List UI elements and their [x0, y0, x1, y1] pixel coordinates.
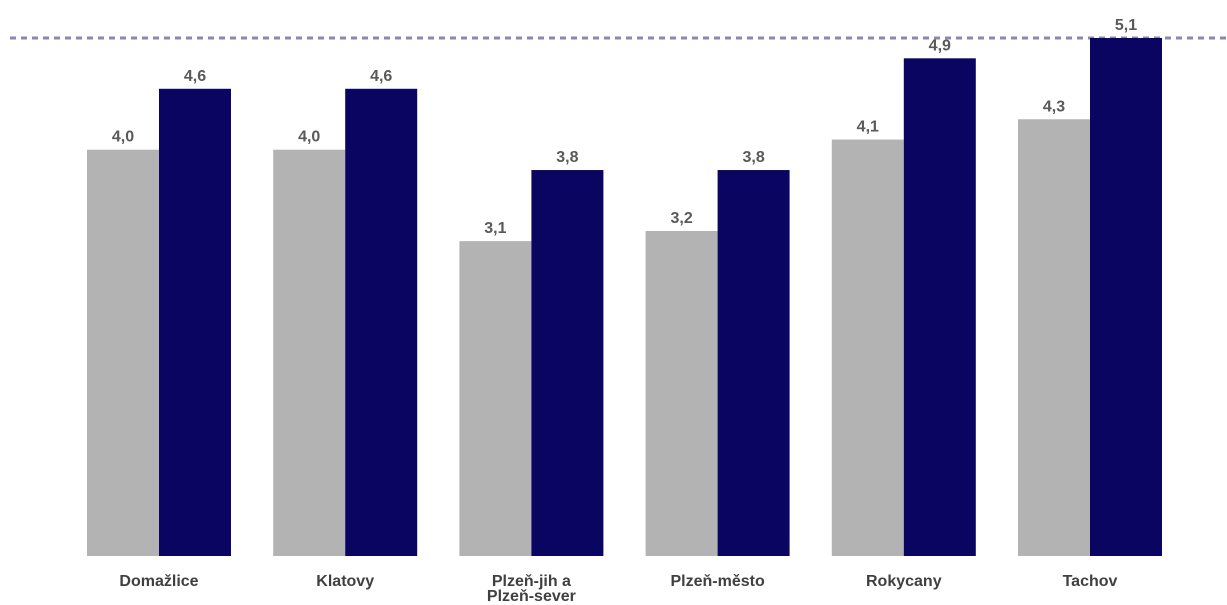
category-label-2: Klatovy: [316, 573, 374, 590]
category-label-4: Plzeň-město: [670, 573, 764, 590]
bar-series-2-3: [531, 170, 604, 556]
category-label-1: Domažlice: [119, 573, 198, 590]
category-label-line: Plzeň-město: [670, 573, 764, 590]
bar-series-2-4: [717, 170, 790, 556]
data-label-series-2-2: 4,6: [370, 68, 392, 85]
bar-series-2-1: [159, 88, 231, 557]
bar-series-1-2: [273, 149, 346, 556]
data-label-series-1-2: 4,0: [298, 129, 320, 146]
data-label-series-1-1: 4,0: [112, 129, 134, 146]
category-label-3: Plzeň-jih a Plzeň-sever: [487, 573, 576, 605]
data-label-series-1-6: 4,3: [1043, 98, 1065, 115]
category-labels-group: Domažlice Klatovy Plzeň-jih a Plzeň-severPl…: [119, 573, 1117, 605]
bar-series-2-2: [345, 88, 418, 557]
category-label-line: Klatovy: [316, 573, 374, 590]
data-label-series-2-1: 4,6: [184, 68, 206, 85]
category-label-5: Rokycany: [866, 573, 942, 590]
data-label-series-2-6: 5,1: [1115, 17, 1137, 34]
data-label-series-2-5: 4,9: [929, 37, 951, 54]
data-label-series-1-5: 4,1: [857, 119, 879, 136]
bar-series-1-3: [459, 241, 532, 556]
category-label-6: Tachov: [1063, 573, 1118, 590]
bar-series-1-5: [831, 139, 904, 556]
bar-series-1-1: [87, 149, 159, 556]
data-label-series-1-3: 3,1: [484, 220, 506, 237]
data-label-series-2-3: 3,8: [556, 149, 578, 166]
bar-series-2-6: [1090, 38, 1162, 556]
bar-series-1-6: [1018, 119, 1090, 556]
category-label-line: Domažlice: [119, 573, 198, 590]
value-labels-group: 4,0 4,6 4,0 4,6 3,1 3,8 3,2 3,8 4,1 4,9 4,3 5,1: [112, 17, 1137, 237]
bar-series-2-5: [903, 58, 976, 557]
bar-series-1-4: [645, 230, 718, 556]
category-label-line: Plzeň-sever: [487, 588, 576, 605]
category-label-line: Tachov: [1063, 573, 1118, 590]
bars-group: [87, 38, 1162, 557]
data-label-series-2-4: 3,8: [742, 149, 764, 166]
category-label-line: Rokycany: [866, 573, 942, 590]
data-label-series-1-4: 3,2: [670, 210, 692, 227]
category-label-line: Plzeň-jih a: [492, 573, 571, 590]
